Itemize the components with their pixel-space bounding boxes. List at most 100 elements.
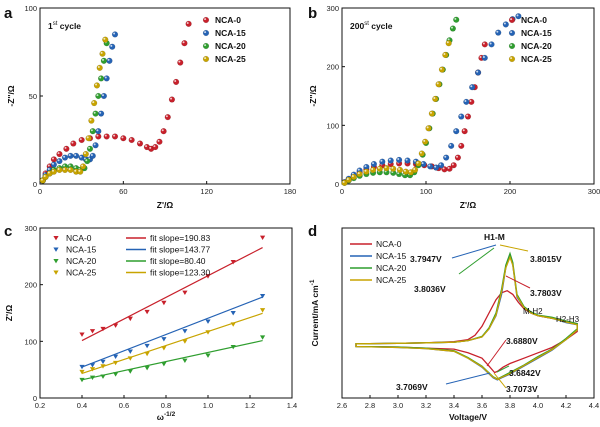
panel-a-point-highlight xyxy=(51,162,54,165)
panel-c-legend-label: NCA-20 xyxy=(66,256,97,266)
panel-b-point xyxy=(370,160,378,168)
panel-a-legend: NCA-0 NCA-15 NCA-20 NCA-25 xyxy=(202,15,246,64)
panel-a-point-highlight xyxy=(74,153,77,156)
panel-a-point xyxy=(61,154,69,161)
panel-a-legend-label: NCA-0 xyxy=(215,15,241,25)
panel-a-point-highlight xyxy=(96,129,99,132)
panel-b-point xyxy=(481,54,488,61)
panel-c-ylabel: Z'/Ω xyxy=(4,305,14,322)
panel-a-point xyxy=(177,59,184,66)
panel-a-point-highlight xyxy=(145,145,148,148)
panel-a-point xyxy=(77,168,84,175)
panel-b-ytick-label: 100 xyxy=(326,121,339,130)
panel-a-point-highlight xyxy=(90,129,93,132)
panel-c-point xyxy=(127,369,133,374)
panel-b-point xyxy=(356,170,363,178)
panel-d-xtick-label: 4.2 xyxy=(561,401,571,410)
panel-b-legend-marker xyxy=(508,55,516,63)
panel-b-point-highlight xyxy=(489,42,492,45)
panel-b-point-highlight xyxy=(451,163,454,166)
panel-c-point xyxy=(113,360,119,366)
panel-a-point-highlight xyxy=(99,76,102,79)
panel-b-ytick-label: 200 xyxy=(326,63,339,72)
panel-c-point xyxy=(79,332,85,337)
panel-b-point-highlight xyxy=(419,151,422,154)
panel-a-point xyxy=(92,110,99,117)
panel-b-point-highlight xyxy=(440,67,443,70)
panel-c-point xyxy=(113,323,119,328)
panel-b-point xyxy=(458,142,465,149)
panel-c-legend-marker xyxy=(53,259,59,264)
panel-b-point xyxy=(415,160,422,167)
panel-a-point-highlight xyxy=(78,169,81,172)
panel-a-point-highlight xyxy=(92,101,95,104)
panel-c-point xyxy=(205,330,211,335)
panel-a-point-highlight xyxy=(103,37,106,40)
panel-a-point xyxy=(61,166,69,174)
panel-a-point xyxy=(95,128,102,135)
panel-a-point xyxy=(164,114,171,121)
panel-b-point-highlight xyxy=(351,175,354,178)
panel-c-point xyxy=(205,274,211,279)
panel-a-legend-label: NCA-15 xyxy=(215,28,246,38)
panel-a-point-highlight xyxy=(74,166,77,169)
panel-a-point-highlight xyxy=(170,97,173,100)
label-h2-h3: H2-H3 xyxy=(556,315,580,324)
panel-b-point-highlight xyxy=(413,168,416,171)
panel-b-point-highlight xyxy=(456,155,459,158)
panel-a-point xyxy=(102,36,109,43)
panel-b-xtick-label: 100 xyxy=(420,187,433,196)
panel-a-point-highlight xyxy=(71,141,74,144)
panel-label-d: d xyxy=(308,223,317,240)
panel-a-point xyxy=(67,152,74,159)
panel-a-ytick-label: 100 xyxy=(24,4,37,13)
panel-a-point-highlight xyxy=(186,21,189,24)
panel-b-point xyxy=(453,128,460,135)
panel-b-legend-label: NCA-0 xyxy=(521,15,547,25)
panel-c-point xyxy=(79,377,85,383)
panel-a-point-highlight xyxy=(57,168,60,171)
panel-d-legend: NCA-0 NCA-15 NCA-20 NCA-25 xyxy=(350,239,407,285)
panel-b-point-highlight xyxy=(454,17,457,20)
panel-a-point xyxy=(91,99,98,107)
panel-d-series xyxy=(355,251,578,381)
panel-a-point-highlight xyxy=(63,164,66,167)
panel-b-legend-label: NCA-20 xyxy=(521,41,552,51)
panel-b-point-highlight xyxy=(470,85,473,88)
panel-b-point-highlight xyxy=(416,161,419,164)
panel-d-xtick-label: 3.2 xyxy=(421,401,431,410)
panel-c-xtick-label: 1.2 xyxy=(245,401,255,410)
panel-a-point-highlight xyxy=(43,175,46,178)
panel-a-point-highlight xyxy=(101,94,104,97)
panel-a-point-highlight xyxy=(90,153,93,156)
panel-b-point xyxy=(345,176,352,183)
panel-a-point-highlight xyxy=(93,111,96,114)
panel-a-point xyxy=(88,117,95,124)
panel-b-point-highlight xyxy=(426,126,429,129)
panel-c-point xyxy=(113,372,119,377)
label-3-6842v: 3.6842V xyxy=(509,368,541,378)
panel-b-point xyxy=(427,163,434,170)
panel-a-point-highlight xyxy=(161,129,164,132)
panel-c-point xyxy=(144,309,150,315)
panel-c-point xyxy=(79,364,85,370)
panel-b-xlabel: Z'/Ω xyxy=(460,200,477,210)
panel-c-legend-label: NCA-0 xyxy=(66,233,92,243)
panel-d-legend-label: NCA-25 xyxy=(376,275,407,285)
panel-c-legend-fit: fit slope=80.40 xyxy=(150,256,206,266)
panel-d-annotations: 3.7947V H1-M 3.8015V 3.8036V 3.7803V M-H… xyxy=(396,232,580,394)
panel-b-title: 200st cycle xyxy=(350,21,393,31)
panel-a-point xyxy=(111,31,119,38)
panel-b-point xyxy=(396,156,403,164)
panel-c-point xyxy=(161,337,167,342)
panel-d-cyclic-voltammetry: 2.6 2.8 3.0 3.2 3.4 3.6 3.8 4.0 4.2 4.4 NCA-0NCA-… xyxy=(309,227,599,422)
panel-a-series xyxy=(39,20,192,184)
panel-b-point-highlight xyxy=(449,143,452,146)
panel-b-point xyxy=(387,157,394,164)
panel-a-point xyxy=(82,150,89,158)
panel-d-xtick-label: 2.8 xyxy=(365,401,375,410)
panel-a-point xyxy=(98,75,105,82)
panel-c-point xyxy=(89,329,96,334)
label-m-h2: M-H2 xyxy=(523,307,543,316)
